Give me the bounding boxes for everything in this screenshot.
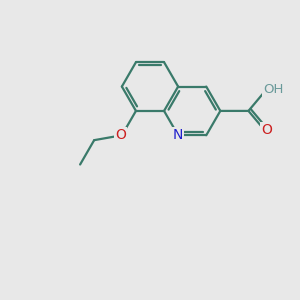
Text: N: N [173, 128, 183, 142]
Text: O: O [261, 123, 272, 137]
Text: O: O [115, 128, 126, 142]
Text: OH: OH [263, 83, 283, 96]
